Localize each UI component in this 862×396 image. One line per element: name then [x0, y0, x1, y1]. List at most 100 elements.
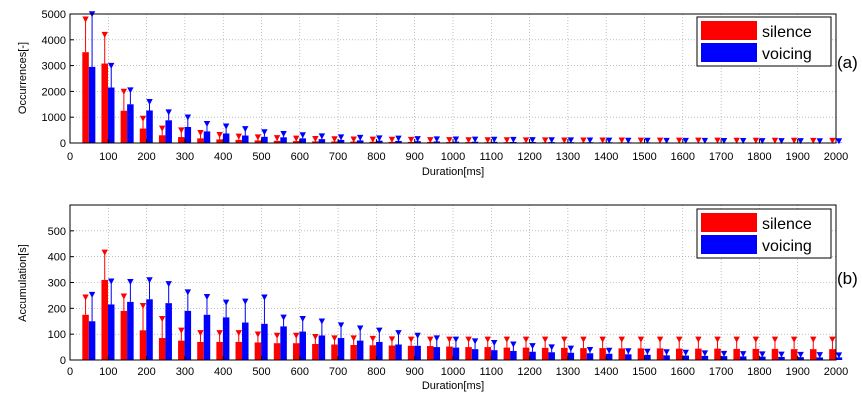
bar-voicing	[242, 135, 249, 143]
bar-silence	[101, 63, 108, 144]
panel-a-occurrences: (a) Duration[ms] Occurrences[-] 0 100 200 3…	[17, 9, 858, 178]
panel-a-label: (a)	[837, 53, 858, 72]
error-marker-silence	[235, 330, 242, 337]
error-marker-silence	[427, 137, 434, 144]
x-tick-label: 300	[176, 366, 194, 378]
x-tick-label: 400	[214, 151, 232, 163]
error-marker-voicing	[816, 138, 823, 145]
y-tick-label: 500	[48, 226, 66, 238]
error-marker-voicing	[146, 277, 153, 284]
bar-voicing	[261, 323, 268, 360]
error-marker-silence	[580, 137, 587, 144]
x-tick-label: 1100	[479, 151, 503, 163]
error-marker-voicing	[203, 294, 211, 300]
y-tick-label: 3000	[42, 61, 66, 73]
error-marker-silence	[695, 336, 702, 343]
x-tick-label: 1200	[517, 366, 541, 378]
error-marker-silence	[829, 336, 836, 343]
bar-voicing	[395, 344, 402, 360]
bar-silence	[178, 137, 185, 143]
error-marker-silence	[216, 132, 223, 139]
error-marker-silence	[676, 137, 683, 144]
bar-silence	[541, 347, 549, 360]
bar-voicing	[299, 138, 306, 143]
legend-silence-label: silence	[762, 24, 812, 41]
error-marker-silence	[714, 336, 721, 343]
error-marker-silence	[101, 249, 108, 256]
x-tick-label: 400	[214, 366, 232, 378]
bar-silence	[561, 347, 568, 360]
error-marker-voicing	[395, 330, 402, 337]
panel-a-ylabel: Occurrences[-]	[17, 42, 29, 114]
error-marker-voicing	[510, 341, 517, 348]
x-tick-label: 1900	[785, 151, 809, 163]
bar-voicing	[835, 357, 843, 360]
error-marker-voicing	[682, 349, 689, 356]
error-marker-silence	[618, 137, 625, 144]
error-marker-voicing	[280, 131, 287, 138]
error-marker-voicing	[203, 120, 211, 127]
bar-voicing	[222, 133, 230, 143]
x-tick-label: 2000	[824, 151, 848, 163]
bar-voicing	[701, 355, 709, 360]
x-tick-label: 200	[137, 366, 155, 378]
error-marker-silence	[503, 336, 511, 343]
error-marker-silence	[197, 129, 204, 136]
error-marker-silence	[139, 115, 147, 122]
error-marker-silence	[676, 336, 683, 343]
error-marker-voicing	[491, 339, 498, 346]
bar-voicing	[376, 140, 383, 143]
x-tick-label: 2000	[824, 366, 848, 378]
error-marker-silence	[733, 336, 740, 343]
bar-silence	[580, 348, 587, 360]
error-marker-voicing	[88, 291, 96, 298]
error-marker-silence	[293, 135, 300, 142]
x-tick-label: 1700	[709, 151, 733, 163]
bar-voicing	[146, 110, 153, 143]
error-marker-silence	[369, 335, 377, 342]
error-marker-voicing	[184, 114, 192, 121]
bar-silence	[790, 349, 798, 360]
error-marker-voicing	[720, 350, 728, 357]
panel-b-legend: silence voicing	[696, 208, 832, 259]
x-tick-label: 1400	[594, 151, 618, 163]
error-marker-silence	[197, 330, 204, 337]
error-marker-silence	[484, 336, 491, 343]
error-marker-silence	[254, 331, 262, 338]
error-marker-voicing	[797, 351, 804, 358]
error-marker-voicing	[605, 137, 613, 144]
legend-voicing-swatch	[701, 235, 757, 254]
error-marker-silence	[484, 137, 491, 144]
bar-voicing	[644, 354, 651, 360]
error-marker-voicing	[242, 298, 249, 305]
error-marker-voicing	[567, 137, 575, 144]
bar-voicing	[280, 137, 287, 143]
error-marker-voicing	[759, 138, 766, 145]
bar-silence	[829, 349, 836, 360]
error-marker-silence	[541, 137, 549, 144]
bar-voicing	[395, 140, 402, 143]
y-tick-label: 5000	[42, 9, 66, 21]
bar-silence	[158, 135, 166, 143]
error-marker-voicing	[433, 136, 440, 143]
bar-silence	[216, 341, 223, 360]
panel-a-legend: silence voicing	[696, 16, 832, 67]
bar-silence	[273, 343, 281, 360]
error-marker-voicing	[529, 343, 536, 350]
error-marker-voicing	[146, 99, 153, 106]
error-marker-voicing	[318, 318, 326, 325]
error-marker-silence	[752, 336, 760, 343]
bar-silence	[178, 340, 185, 360]
bar-voicing	[184, 310, 192, 360]
error-marker-voicing	[816, 352, 823, 359]
x-tick-label: 1100	[479, 366, 503, 378]
error-marker-silence	[273, 332, 281, 339]
bar-voicing	[567, 352, 575, 360]
error-marker-silence	[637, 137, 645, 144]
y-tick-label: 0	[60, 355, 66, 367]
error-marker-silence	[810, 137, 817, 144]
bar-silence	[82, 314, 89, 360]
bar-voicing	[88, 321, 96, 360]
error-marker-voicing	[548, 344, 555, 351]
bar-silence	[714, 348, 721, 360]
